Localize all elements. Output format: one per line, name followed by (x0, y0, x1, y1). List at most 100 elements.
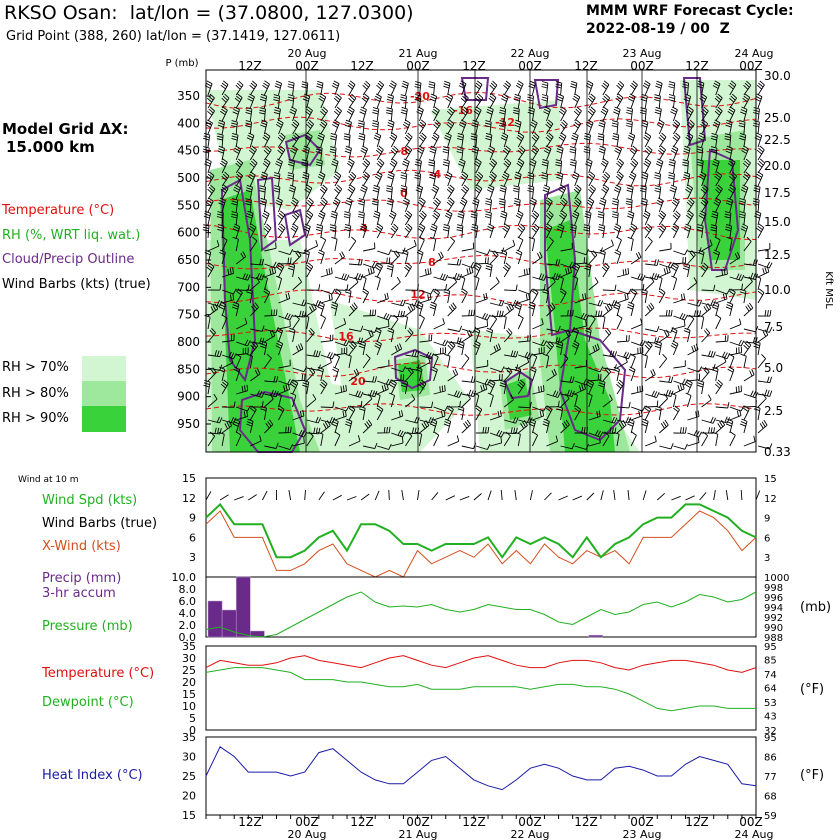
hour-label-bottom: 12Z (350, 815, 374, 829)
wind-barb (348, 93, 357, 109)
wind-barb (557, 275, 564, 291)
wind-barb (670, 106, 678, 122)
wind-barb (517, 145, 526, 161)
wind-barb (489, 366, 505, 373)
grid-point-subtitle: Grid Point (388, 260) lat/lon = (37.1419… (6, 29, 341, 44)
wind-barb (377, 292, 389, 304)
wind-barb (345, 353, 352, 369)
wind-barb (432, 197, 441, 213)
wind-barb (531, 353, 538, 369)
wind-barb (461, 353, 470, 369)
wind-barb (344, 145, 352, 161)
wind-barb (362, 171, 370, 187)
wind-barb (344, 418, 353, 434)
wind-barb (372, 184, 380, 200)
wind-barb (362, 353, 371, 369)
hour-label-top: 00Z (406, 59, 430, 73)
wind-barb (743, 340, 752, 356)
hour-label-bottom: 00Z (295, 815, 319, 829)
wind-barb (739, 132, 747, 148)
wind-barb (260, 405, 267, 421)
wind-barb (442, 223, 450, 239)
wind-barb (331, 80, 340, 96)
wind-barb (514, 301, 523, 317)
wind-barb (756, 145, 765, 161)
wind-barb (306, 427, 321, 435)
hour-label-top: 12Z (574, 59, 598, 73)
kft-tick-label: 30.0 (764, 69, 791, 83)
wind-barb (683, 327, 691, 343)
wind-barb (645, 325, 660, 333)
day-label-top: 23 Aug (623, 47, 662, 60)
wind-barb (613, 184, 622, 200)
wind-barb (278, 426, 292, 434)
wind-barb (217, 145, 225, 161)
wind-barb (219, 158, 228, 174)
precip-tick-label: 6.0 (179, 595, 197, 608)
wind-barb (459, 275, 466, 291)
wind-barb (360, 145, 369, 161)
wind-barb (587, 106, 596, 122)
wind-barb (485, 198, 493, 213)
wind-barb (315, 223, 324, 239)
wind-barb (249, 302, 259, 317)
wind-barb (757, 389, 773, 397)
xwind-label: X-Wind (kts) (42, 539, 121, 554)
wind-barb (627, 210, 635, 226)
wind-barb (233, 145, 242, 161)
wind-panel: 3 6 9 12 15 3 6 9 12 15 (182, 472, 777, 578)
wind-barb (686, 119, 695, 135)
wind-barb (727, 366, 735, 382)
wind-barb (715, 356, 727, 369)
wind-barb (415, 301, 424, 317)
wind-barb (655, 158, 664, 174)
wind-barb (235, 251, 247, 265)
wind-barb (428, 81, 436, 96)
wind-barb (348, 368, 360, 382)
wind-barb (446, 106, 455, 122)
wind-barb (757, 261, 773, 269)
wind-barb (306, 350, 321, 358)
wind-barb (221, 416, 237, 424)
wind-barb (292, 310, 307, 318)
wind-barb (475, 93, 484, 109)
wind-barb (475, 249, 491, 256)
wind-barb (236, 405, 251, 412)
wind-barb (588, 429, 604, 438)
wind-barb (711, 301, 720, 317)
wind-barb (433, 410, 446, 421)
wind-barb (401, 249, 409, 265)
wind-barb (362, 419, 373, 434)
wind-barb (317, 366, 324, 382)
wind-barb (616, 158, 624, 174)
wind-barb (654, 172, 662, 187)
wind-barb (404, 262, 412, 278)
wind-barb (320, 288, 336, 295)
wind-barb (725, 223, 733, 239)
wind-barb (232, 223, 241, 239)
precip-tick-label: 2.0 (179, 619, 197, 632)
kft-tick-label: 10.0 (764, 283, 791, 297)
wind-barb (376, 80, 385, 96)
day-label-bottom: 23 Aug (623, 828, 662, 840)
wind-barb (334, 288, 342, 304)
wind-barb (743, 369, 755, 382)
wind-barb (221, 293, 235, 304)
pressure-tick-label: 700 (177, 280, 200, 294)
wind-barb (644, 276, 655, 291)
wind-barb (598, 119, 606, 135)
wind-barb (205, 197, 214, 213)
wind-barb (615, 171, 624, 187)
wind-barb (391, 343, 403, 356)
wind-barb (729, 93, 737, 109)
page-title: RKSO Osan: lat/lon = (37.0800, 127.0300) (4, 2, 414, 24)
wind-barb (287, 94, 295, 109)
forecast-cycle-line2: 2022-08-19 / 00 Z (586, 21, 730, 37)
wind-barb (528, 158, 537, 174)
wind-barb (518, 419, 528, 434)
wind-barb (419, 314, 425, 330)
wind-barb (334, 106, 342, 122)
wind-barb (583, 132, 591, 148)
wind-barb (235, 317, 248, 330)
wind-barb (264, 375, 279, 383)
